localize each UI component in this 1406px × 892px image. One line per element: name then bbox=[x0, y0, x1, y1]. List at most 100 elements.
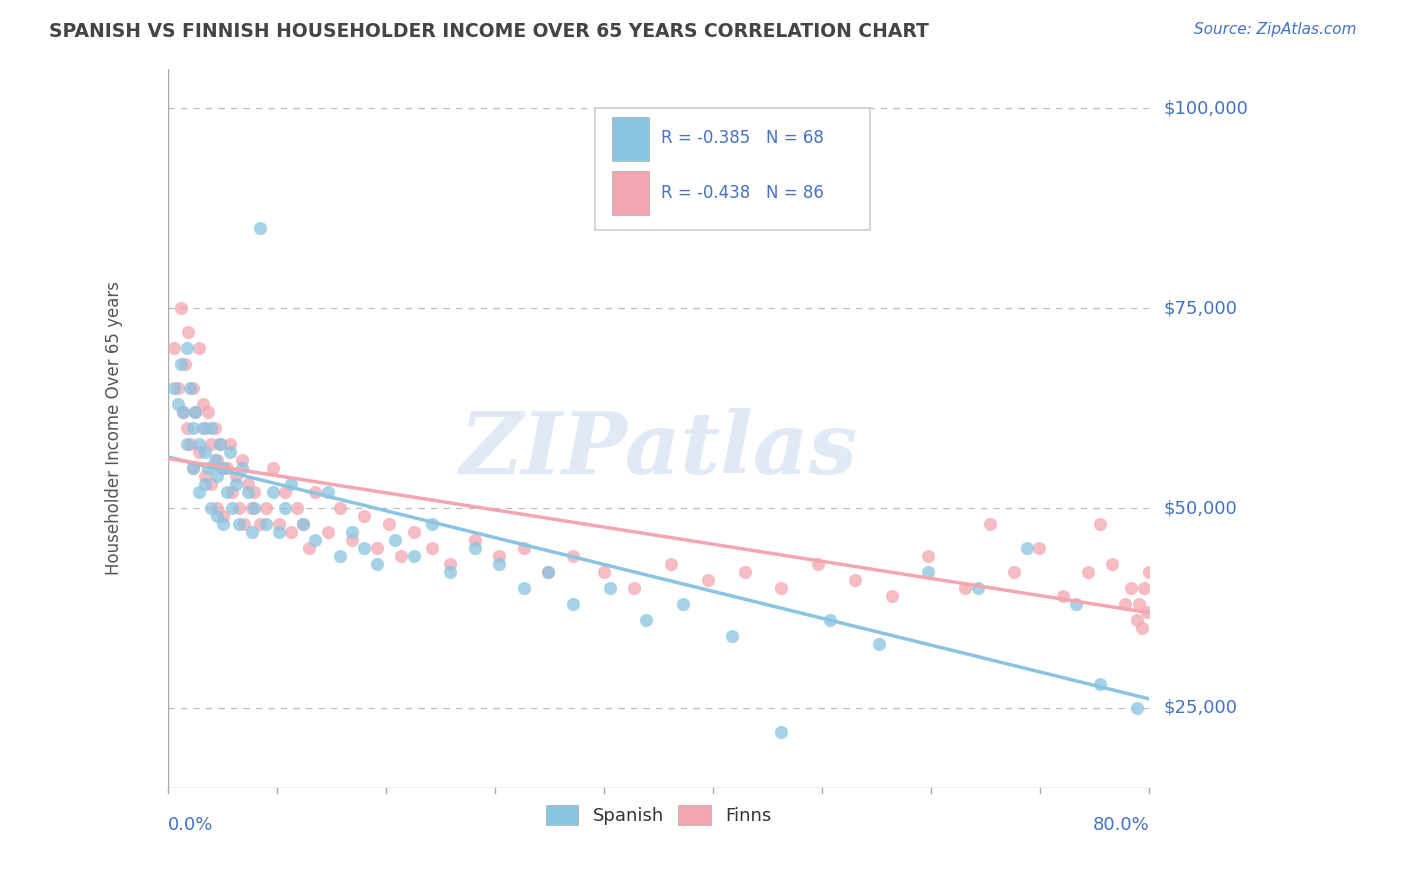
Point bbox=[181, 381, 204, 395]
Point bbox=[163, 341, 186, 355]
Point bbox=[1002, 565, 1025, 579]
Point bbox=[1137, 565, 1160, 579]
Text: $25,000: $25,000 bbox=[1164, 698, 1237, 717]
Point bbox=[184, 405, 207, 419]
Legend: Spanish, Finns: Spanish, Finns bbox=[538, 797, 779, 832]
Text: R = -0.438   N = 86: R = -0.438 N = 86 bbox=[661, 184, 824, 202]
Point bbox=[1133, 581, 1156, 595]
Point bbox=[955, 581, 977, 595]
Point bbox=[169, 357, 191, 371]
Point bbox=[420, 541, 443, 555]
Text: $50,000: $50,000 bbox=[1164, 499, 1237, 517]
Point bbox=[274, 501, 297, 516]
Point bbox=[537, 565, 560, 579]
Point bbox=[966, 581, 988, 595]
Point bbox=[212, 461, 235, 475]
Point bbox=[200, 477, 222, 491]
Point bbox=[770, 581, 793, 595]
Point bbox=[979, 516, 1001, 531]
Point bbox=[280, 524, 302, 539]
Point bbox=[228, 501, 250, 516]
Text: $100,000: $100,000 bbox=[1164, 100, 1249, 118]
Point bbox=[366, 557, 388, 571]
Point bbox=[561, 549, 583, 563]
Point bbox=[169, 301, 191, 316]
Point bbox=[254, 501, 277, 516]
Point bbox=[225, 469, 247, 483]
Point bbox=[208, 437, 231, 451]
Point bbox=[880, 589, 903, 603]
Point bbox=[721, 629, 744, 643]
Point bbox=[513, 581, 536, 595]
Point bbox=[917, 549, 939, 563]
Point bbox=[592, 565, 614, 579]
Point bbox=[191, 397, 214, 411]
Point bbox=[917, 565, 939, 579]
Point bbox=[844, 573, 866, 587]
Point bbox=[696, 573, 718, 587]
Text: Householder Income Over 65 years: Householder Income Over 65 years bbox=[105, 281, 124, 575]
Point bbox=[179, 437, 201, 451]
Point bbox=[187, 437, 209, 451]
Point bbox=[353, 541, 375, 555]
Point bbox=[636, 613, 658, 627]
Point bbox=[561, 597, 583, 611]
Point bbox=[197, 405, 219, 419]
Point bbox=[292, 516, 315, 531]
Point bbox=[181, 461, 204, 475]
Point bbox=[187, 341, 209, 355]
Point bbox=[342, 533, 364, 547]
Point bbox=[464, 541, 486, 555]
Point bbox=[439, 557, 461, 571]
Point bbox=[366, 541, 388, 555]
Point bbox=[172, 405, 194, 419]
Point bbox=[1101, 557, 1123, 571]
Text: $75,000: $75,000 bbox=[1164, 299, 1237, 318]
Point bbox=[177, 325, 200, 339]
Point bbox=[176, 421, 198, 435]
Point bbox=[464, 533, 486, 547]
Point bbox=[187, 485, 209, 500]
Point bbox=[1052, 589, 1074, 603]
Point bbox=[262, 461, 284, 475]
Point bbox=[200, 437, 222, 451]
Point bbox=[212, 508, 235, 523]
Point bbox=[384, 533, 406, 547]
Point bbox=[212, 516, 235, 531]
Point bbox=[243, 501, 266, 516]
Point bbox=[221, 501, 243, 516]
Text: ZIPatlas: ZIPatlas bbox=[460, 408, 858, 491]
Point bbox=[378, 516, 401, 531]
Point bbox=[194, 421, 217, 435]
Point bbox=[1136, 605, 1159, 619]
Point bbox=[231, 453, 253, 467]
Point bbox=[236, 485, 259, 500]
Point bbox=[513, 541, 536, 555]
FancyBboxPatch shape bbox=[595, 108, 870, 230]
Point bbox=[389, 549, 412, 563]
Point bbox=[228, 516, 250, 531]
Point bbox=[207, 508, 229, 523]
Point bbox=[191, 421, 214, 435]
Point bbox=[659, 557, 682, 571]
Point bbox=[194, 445, 217, 459]
Point bbox=[240, 501, 263, 516]
Point bbox=[599, 581, 621, 595]
Point bbox=[172, 405, 194, 419]
Point bbox=[439, 565, 461, 579]
Point bbox=[353, 508, 375, 523]
Point bbox=[221, 485, 243, 500]
Point bbox=[820, 613, 842, 627]
Text: SPANISH VS FINNISH HOUSEHOLDER INCOME OVER 65 YEARS CORRELATION CHART: SPANISH VS FINNISH HOUSEHOLDER INCOME OV… bbox=[49, 22, 929, 41]
Point bbox=[176, 437, 198, 451]
Point bbox=[176, 341, 198, 355]
Point bbox=[200, 501, 222, 516]
Point bbox=[207, 469, 229, 483]
Point bbox=[537, 565, 560, 579]
Point bbox=[231, 461, 253, 475]
Point bbox=[329, 501, 352, 516]
Point bbox=[207, 501, 229, 516]
Point bbox=[243, 485, 266, 500]
Point bbox=[274, 485, 297, 500]
Point bbox=[167, 397, 190, 411]
